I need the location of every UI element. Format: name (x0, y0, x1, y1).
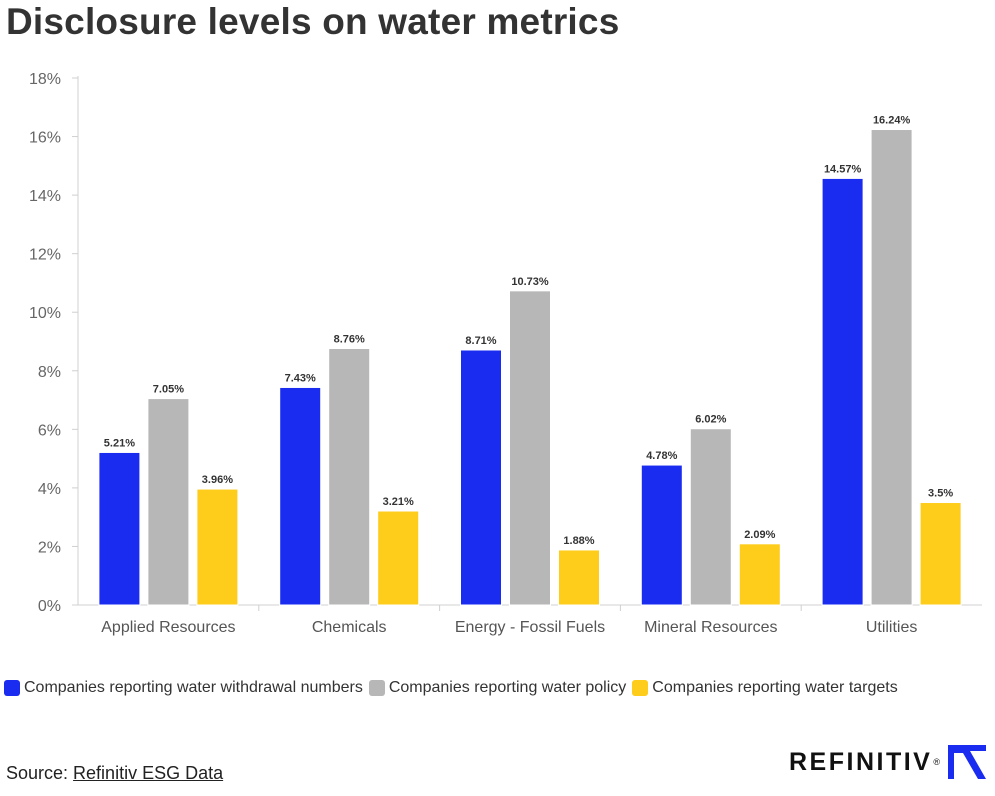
data-label: 16.24% (873, 115, 911, 127)
bar (196, 488, 239, 606)
category-label: Utilities (866, 619, 918, 636)
y-tick-label: 0% (38, 598, 61, 615)
refinitiv-r-mark-icon (948, 745, 986, 779)
bar (377, 510, 420, 606)
bar (919, 502, 962, 606)
bar (738, 543, 781, 606)
data-label: 8.71% (465, 335, 496, 347)
data-label: 5.21% (104, 437, 135, 449)
bar (98, 451, 141, 606)
data-label: 3.96% (202, 474, 233, 486)
bar (460, 349, 502, 606)
logo-registered-mark: ® (933, 757, 940, 767)
data-label: 7.05% (153, 384, 184, 396)
y-tick-label: 18% (29, 71, 61, 88)
data-label: 4.78% (646, 450, 677, 462)
legend-item: Companies reporting water withdrawal num… (4, 679, 363, 697)
data-label: 3.5% (928, 488, 953, 500)
data-label: 1.88% (563, 535, 594, 547)
bar (689, 428, 732, 606)
y-tick-label: 14% (29, 188, 61, 205)
legend-swatch (368, 680, 385, 696)
bar (558, 549, 600, 606)
page-title: Disclosure levels on water metrics (6, 1, 620, 42)
category-label: Energy - Fossil Fuels (455, 619, 605, 636)
legend-label: Companies reporting water policy (388, 679, 627, 696)
legend-swatch (4, 680, 20, 696)
bar (509, 290, 551, 606)
logo-text: REFINITIV (789, 747, 933, 776)
bar (640, 464, 683, 606)
refinitiv-logo: REFINITIV ® (789, 741, 989, 783)
y-tick-label: 2% (38, 539, 61, 556)
legend-item: Companies reporting water policy (368, 679, 627, 697)
bar (328, 348, 371, 606)
y-tick-label: 8% (38, 364, 61, 381)
data-label: 7.43% (285, 372, 316, 384)
source-link[interactable]: Refinitiv ESG Data (73, 763, 224, 783)
y-tick-label: 10% (29, 305, 61, 322)
data-label: 6.02% (695, 414, 726, 426)
legend-swatch (632, 680, 649, 696)
source-note: Source: Refinitiv ESG Data (6, 763, 223, 784)
source-prefix: Source: (6, 763, 74, 783)
data-label: 2.09% (744, 529, 775, 541)
category-label: Mineral Resources (644, 619, 777, 636)
legend-item: Companies reporting water targets (632, 679, 898, 697)
data-label: 14.57% (824, 163, 862, 175)
y-tick-label: 6% (38, 422, 61, 439)
category-label: Applied Resources (101, 619, 235, 636)
legend-label: Companies reporting water targets (652, 679, 898, 696)
y-tick-label: 16% (29, 130, 61, 147)
y-tick-label: 4% (38, 481, 61, 498)
data-label: 3.21% (383, 496, 414, 508)
data-label: 8.76% (334, 334, 365, 346)
bar (147, 398, 190, 606)
bar (870, 129, 913, 606)
data-label: 10.73% (511, 276, 549, 288)
bar (821, 177, 864, 606)
legend-label: Companies reporting water withdrawal num… (24, 679, 363, 696)
category-label: Chemicals (312, 619, 387, 636)
legend: Companies reporting water withdrawal num… (4, 677, 904, 699)
bar (279, 386, 322, 606)
y-tick-label: 12% (29, 247, 61, 264)
